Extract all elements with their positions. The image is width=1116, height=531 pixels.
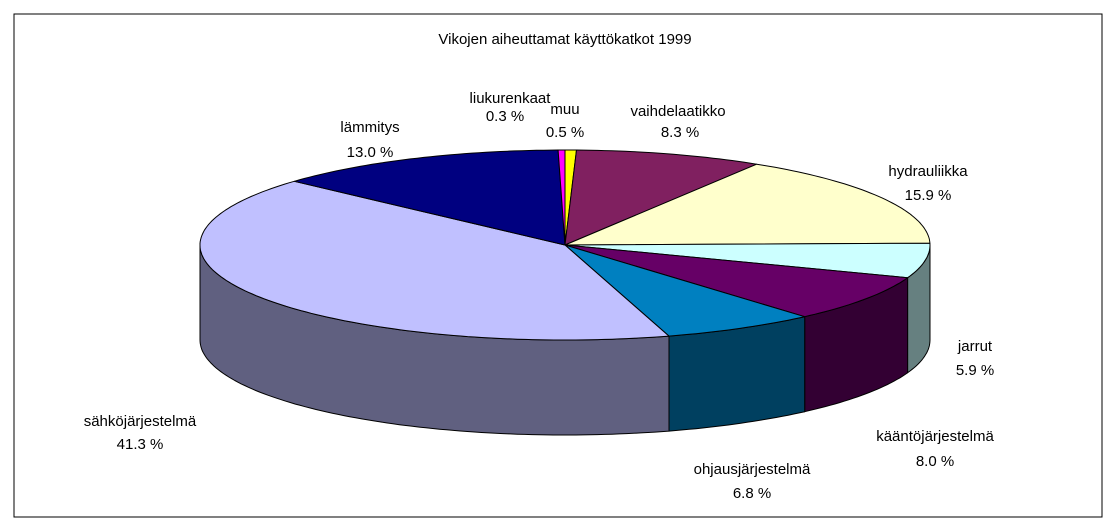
slice-value-label: 13.0 % [347,144,394,161]
slice-label: vaihdelaatikko [630,103,725,120]
slice-label: sähköjärjestelmä [84,413,197,430]
slice-label: muu [550,101,579,118]
slice-value-label: 6.8 % [733,485,771,502]
slice-value-label: 0.5 % [546,124,584,141]
chart-title: Vikojen aiheuttamat käyttökatkot 1999 [438,31,691,48]
slice-label: hydrauliikka [888,163,968,180]
slice [293,149,566,246]
slice [564,244,909,318]
slice-value-label: 8.3 % [661,124,699,141]
slice [564,163,931,246]
slice [564,242,931,279]
slice [564,244,806,337]
slice-label: jarrut [957,338,993,355]
slice-value-label: 8.0 % [916,453,954,470]
slice-label: lämmitys [340,119,399,136]
slice [557,149,566,246]
slice-value-label: 5.9 % [956,362,994,379]
slice-label: ohjausjärjestelmä [694,461,811,478]
slice-label: kääntöjärjestelmä [876,428,994,445]
slice [199,180,670,341]
slice [564,149,758,246]
slice-value-label: 15.9 % [905,187,952,204]
slice-value-label: 0.3 % [486,108,524,125]
slice-value-label: 41.3 % [117,436,164,453]
slice-label: liukurenkaat [470,90,552,107]
